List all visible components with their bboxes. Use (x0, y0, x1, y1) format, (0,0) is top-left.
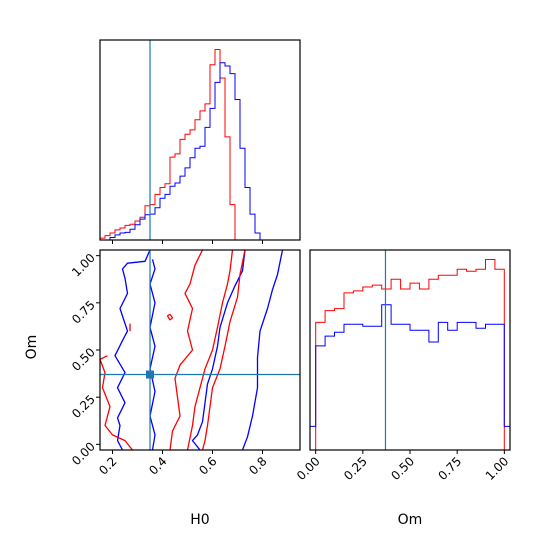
hist-om-frame (309, 249, 511, 451)
contour-red (201, 250, 246, 450)
hist-om-x-tick-label: 0.00 (294, 454, 323, 483)
panel-hist-h0 (99, 39, 301, 244)
y-axis-label-om: Om (24, 335, 40, 360)
hist-om-histogram-red (310, 259, 510, 451)
contour-red (186, 250, 234, 450)
contour-y-tick-label: 0.25 (69, 392, 98, 421)
truth-marker (146, 370, 154, 379)
hist-om-histogram-blue (309, 304, 511, 450)
hist-h0-histogram-red (99, 49, 300, 241)
contour-y-tick-label: 0.75 (69, 298, 98, 327)
contour-red (166, 313, 174, 321)
hist-h0-frame (99, 39, 301, 241)
contour-blue (149, 259, 156, 450)
x-axis-label-om: Om (398, 512, 423, 528)
contour-red (169, 250, 204, 450)
contour-blue (114, 250, 151, 450)
contour-area (100, 250, 300, 450)
panel-contour-h0-om: 0.2 0.4 0.6 0.8 0.00 0.25 0.50 0.75 1.00 (69, 249, 301, 478)
contour-x-tick-label: 0.6 (196, 454, 219, 477)
contour-red (100, 355, 134, 450)
contour-x-tick-label: 0.4 (146, 454, 169, 477)
contour-y-tick-label: 1.00 (69, 251, 98, 280)
contour-y-tick-label: 0.50 (69, 345, 98, 374)
contour-blue (191, 250, 246, 450)
hist-om-x-tick-label: 0.25 (341, 454, 370, 483)
hist-h0-histogram-blue (100, 62, 300, 241)
hist-om-x-tick-label: 1.00 (483, 454, 512, 483)
contour-frame (99, 249, 301, 451)
hist-om-x-tick-label: 0.50 (388, 454, 417, 483)
panel-hist-om: 0.00 0.25 0.50 0.75 1.00 (294, 249, 512, 483)
x-axis-label-h0: H0 (190, 512, 209, 528)
contour-x-tick-label: 0.8 (246, 454, 269, 477)
contour-x-tick-label: 0.2 (96, 454, 119, 477)
contour-y-tick-label: 0.00 (69, 439, 98, 468)
hist-om-x-tick-label: 0.75 (435, 454, 464, 483)
contour-blue (241, 250, 284, 450)
